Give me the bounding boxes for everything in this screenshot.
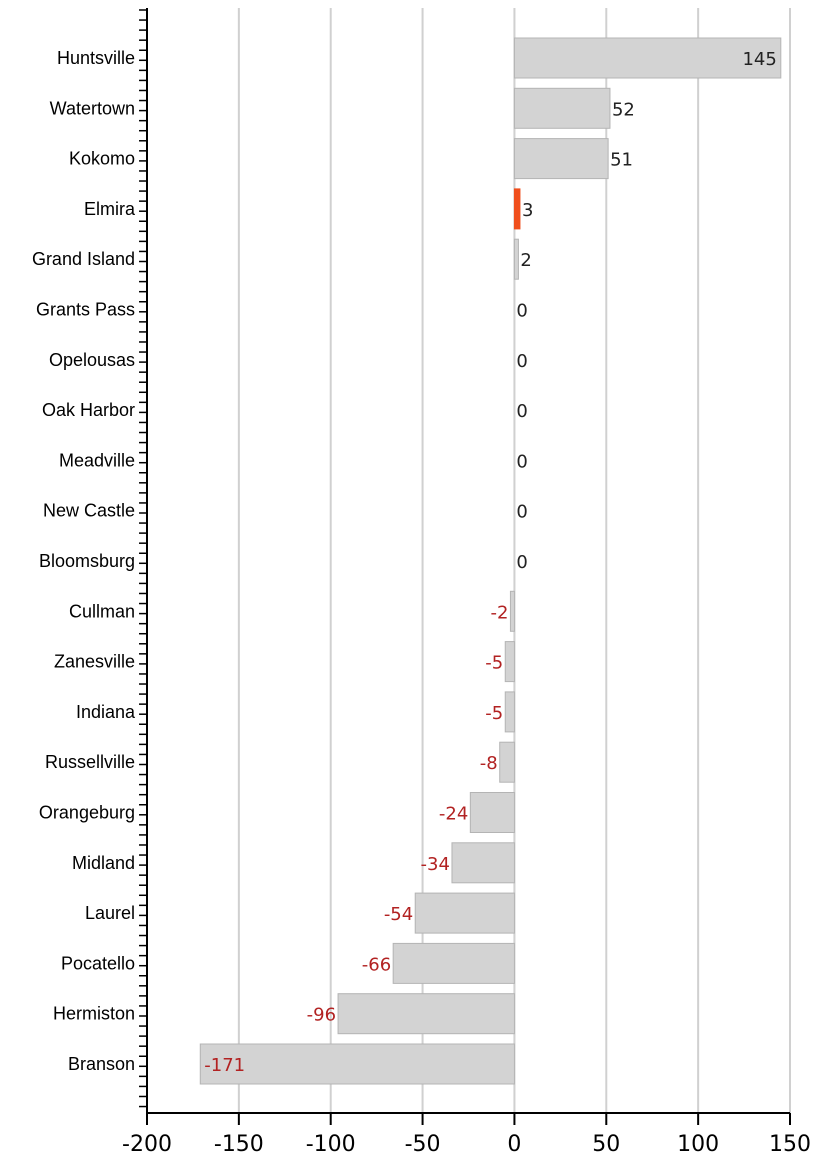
category-label: Midland bbox=[72, 853, 135, 873]
category-label: Opelousas bbox=[49, 350, 135, 370]
data-label: 52 bbox=[612, 99, 635, 120]
bar bbox=[414, 892, 515, 934]
data-label: -8 bbox=[480, 753, 498, 774]
x-tick-label: -150 bbox=[214, 1132, 264, 1157]
bar bbox=[504, 691, 515, 733]
data-label: -24 bbox=[439, 804, 468, 825]
data-label: 51 bbox=[610, 150, 633, 171]
bars bbox=[199, 37, 782, 1085]
category-label: Russellville bbox=[45, 752, 135, 772]
bar bbox=[509, 590, 515, 632]
category-label: Pocatello bbox=[61, 953, 135, 973]
bar bbox=[469, 792, 515, 833]
data-label: 0 bbox=[516, 552, 527, 573]
bar bbox=[451, 842, 515, 884]
category-label: Branson bbox=[68, 1054, 135, 1074]
category-label: Grants Pass bbox=[36, 300, 135, 320]
x-tick-label: 100 bbox=[677, 1132, 719, 1157]
data-label: -171 bbox=[204, 1055, 245, 1076]
category-label: Meadville bbox=[59, 450, 135, 470]
value-labels: 145 52 51 3 2 0 0 0 0 0 0 -2 -5 -5 -8 -24 -34 -54 -66 -96 -1… bbox=[204, 49, 777, 1076]
x-tick-label: 150 bbox=[769, 1132, 811, 1157]
category-label: New Castle bbox=[43, 501, 135, 521]
data-label: -5 bbox=[485, 703, 503, 724]
data-label: 0 bbox=[516, 401, 527, 422]
category-label: Cullman bbox=[69, 601, 135, 621]
bar bbox=[513, 87, 611, 129]
data-label: 0 bbox=[516, 502, 527, 523]
x-tick-label: 0 bbox=[507, 1132, 521, 1157]
bar bbox=[392, 942, 515, 984]
category-label: Grand Island bbox=[32, 249, 135, 269]
category-label: Indiana bbox=[76, 702, 136, 722]
data-label: -66 bbox=[362, 954, 391, 975]
data-label: -2 bbox=[490, 602, 508, 623]
x-tick-label: -200 bbox=[122, 1132, 172, 1157]
y-axis: Huntsville Watertown Kokomo Elmira Grand Isl… bbox=[32, 8, 148, 1113]
category-label: Orangeburg bbox=[39, 803, 135, 823]
bar bbox=[199, 1043, 515, 1085]
data-label: -5 bbox=[485, 653, 503, 674]
x-tick-label: -100 bbox=[306, 1132, 356, 1157]
bar bbox=[513, 188, 521, 230]
bar bbox=[513, 37, 782, 79]
category-label: Elmira bbox=[84, 199, 136, 219]
category-label: Laurel bbox=[85, 903, 135, 923]
data-label: 0 bbox=[516, 301, 527, 322]
category-label: Bloomsburg bbox=[39, 551, 135, 571]
bar bbox=[504, 641, 515, 683]
data-label: 2 bbox=[520, 250, 531, 271]
data-label: 145 bbox=[742, 49, 776, 70]
category-label: Kokomo bbox=[69, 149, 135, 169]
x-tick-label: 50 bbox=[592, 1132, 620, 1157]
bar bbox=[513, 238, 519, 280]
data-label: 3 bbox=[522, 200, 533, 221]
data-label: 0 bbox=[516, 451, 527, 472]
category-label: Huntsville bbox=[57, 48, 135, 68]
data-label: -34 bbox=[421, 854, 450, 875]
data-label: 0 bbox=[516, 351, 527, 372]
category-label: Oak Harbor bbox=[42, 400, 135, 420]
data-label: -96 bbox=[307, 1005, 336, 1026]
category-label: Zanesville bbox=[54, 652, 135, 672]
x-tick-label: -50 bbox=[405, 1132, 441, 1157]
category-label: Hermiston bbox=[53, 1004, 135, 1024]
data-label: -54 bbox=[384, 904, 413, 925]
bar bbox=[337, 993, 515, 1035]
bar bbox=[513, 138, 609, 180]
category-label: Watertown bbox=[50, 98, 135, 118]
x-axis: -200 -150 -100 -50 0 50 100 150 bbox=[122, 1112, 811, 1157]
bar bbox=[499, 741, 515, 783]
